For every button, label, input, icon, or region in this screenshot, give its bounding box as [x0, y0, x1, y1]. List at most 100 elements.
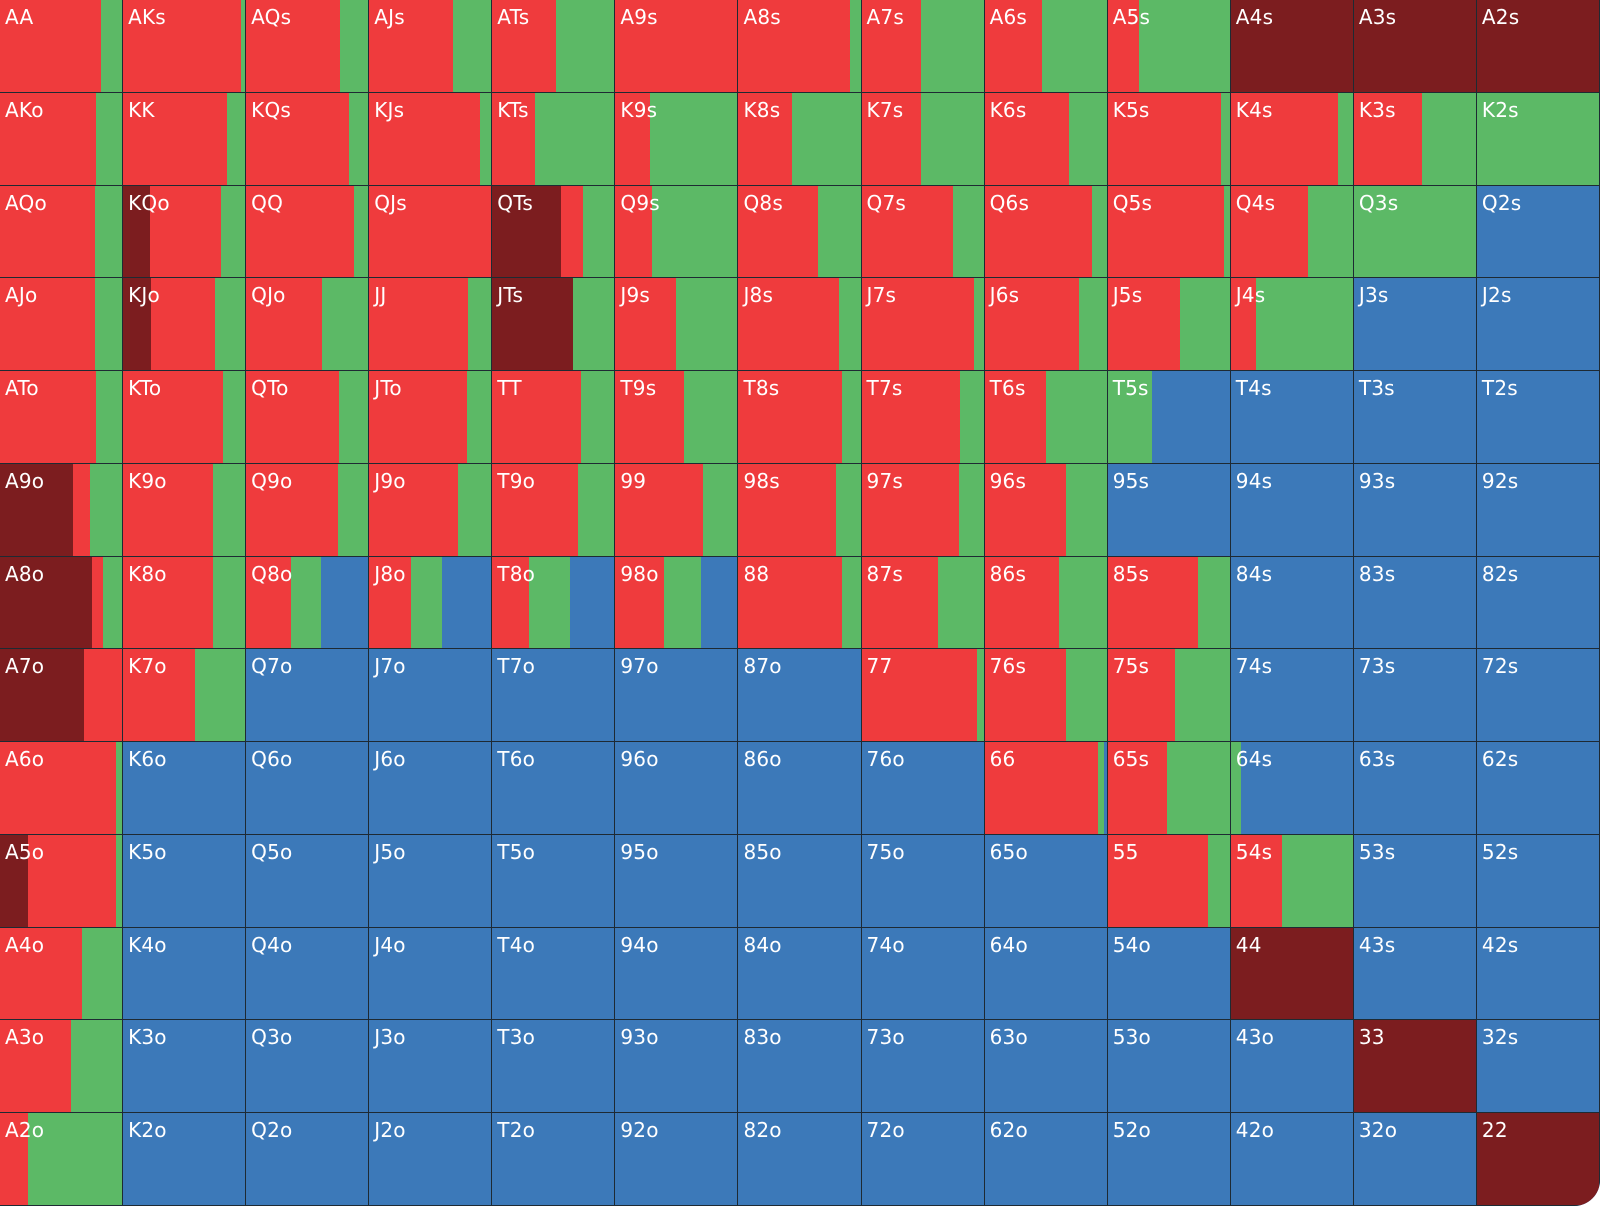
hand-cell-q8o[interactable]: Q8o — [246, 556, 370, 650]
hand-cell-65o[interactable]: 65o — [984, 834, 1108, 928]
hand-cell-ajs[interactable]: AJs — [369, 0, 493, 93]
hand-cell-t4s[interactable]: T4s — [1230, 371, 1354, 464]
hand-cell-ako[interactable]: AKo — [0, 92, 124, 186]
hand-cell-85o[interactable]: 85o — [738, 834, 862, 928]
hand-cell-q2o[interactable]: Q2o — [246, 1113, 370, 1206]
hand-cell-75o[interactable]: 75o — [861, 834, 985, 928]
hand-cell-72o[interactable]: 72o — [861, 1113, 985, 1206]
hand-cell-t5s[interactable]: T5s — [1107, 371, 1231, 464]
hand-cell-a6s[interactable]: A6s — [984, 0, 1108, 93]
hand-cell-85s[interactable]: 85s — [1107, 556, 1231, 650]
hand-cell-q2s[interactable]: Q2s — [1476, 185, 1600, 279]
hand-cell-a5o[interactable]: A5o — [0, 834, 124, 928]
hand-cell-j4o[interactable]: J4o — [369, 927, 493, 1021]
hand-cell-j9o[interactable]: J9o — [369, 463, 493, 557]
hand-cell-a4s[interactable]: A4s — [1230, 0, 1354, 93]
hand-cell-j6o[interactable]: J6o — [369, 742, 493, 835]
hand-cell-t9s[interactable]: T9s — [615, 371, 739, 464]
hand-cell-qto[interactable]: QTo — [246, 371, 370, 464]
hand-cell-a7o[interactable]: A7o — [0, 649, 124, 743]
hand-cell-qq[interactable]: QQ — [246, 185, 370, 279]
hand-cell-22[interactable]: 22 — [1476, 1113, 1600, 1206]
hand-cell-a8s[interactable]: A8s — [738, 0, 862, 93]
hand-cell-92o[interactable]: 92o — [615, 1113, 739, 1206]
hand-cell-k2s[interactable]: K2s — [1476, 92, 1600, 186]
hand-cell-q7s[interactable]: Q7s — [861, 185, 985, 279]
hand-cell-98s[interactable]: 98s — [738, 463, 862, 557]
hand-cell-q3o[interactable]: Q3o — [246, 1020, 370, 1114]
hand-cell-97s[interactable]: 97s — [861, 463, 985, 557]
hand-cell-32o[interactable]: 32o — [1353, 1113, 1477, 1206]
hand-cell-65s[interactable]: 65s — [1107, 742, 1231, 835]
hand-cell-q3s[interactable]: Q3s — [1353, 185, 1477, 279]
hand-cell-t9o[interactable]: T9o — [492, 463, 616, 557]
hand-cell-93s[interactable]: 93s — [1353, 463, 1477, 557]
hand-cell-73s[interactable]: 73s — [1353, 649, 1477, 743]
hand-cell-j4s[interactable]: J4s — [1230, 278, 1354, 372]
hand-cell-q5s[interactable]: Q5s — [1107, 185, 1231, 279]
hand-cell-a3s[interactable]: A3s — [1353, 0, 1477, 93]
hand-cell-k8o[interactable]: K8o — [123, 556, 247, 650]
hand-cell-t7o[interactable]: T7o — [492, 649, 616, 743]
hand-cell-q4o[interactable]: Q4o — [246, 927, 370, 1021]
hand-cell-44[interactable]: 44 — [1230, 927, 1354, 1021]
hand-cell-a4o[interactable]: A4o — [0, 927, 124, 1021]
hand-cell-j2s[interactable]: J2s — [1476, 278, 1600, 372]
hand-cell-96s[interactable]: 96s — [984, 463, 1108, 557]
hand-cell-k6s[interactable]: K6s — [984, 92, 1108, 186]
hand-cell-32s[interactable]: 32s — [1476, 1020, 1600, 1114]
hand-cell-77[interactable]: 77 — [861, 649, 985, 743]
hand-cell-87s[interactable]: 87s — [861, 556, 985, 650]
hand-cell-43s[interactable]: 43s — [1353, 927, 1477, 1021]
hand-cell-t8o[interactable]: T8o — [492, 556, 616, 650]
hand-cell-95o[interactable]: 95o — [615, 834, 739, 928]
hand-cell-84s[interactable]: 84s — [1230, 556, 1354, 650]
hand-cell-t6s[interactable]: T6s — [984, 371, 1108, 464]
hand-cell-j9s[interactable]: J9s — [615, 278, 739, 372]
hand-cell-33[interactable]: 33 — [1353, 1020, 1477, 1114]
hand-cell-q9s[interactable]: Q9s — [615, 185, 739, 279]
hand-cell-82o[interactable]: 82o — [738, 1113, 862, 1206]
hand-cell-ats[interactable]: ATs — [492, 0, 616, 93]
hand-cell-q5o[interactable]: Q5o — [246, 834, 370, 928]
hand-cell-k9o[interactable]: K9o — [123, 463, 247, 557]
hand-cell-qjs[interactable]: QJs — [369, 185, 493, 279]
hand-cell-64s[interactable]: 64s — [1230, 742, 1354, 835]
hand-cell-j2o[interactable]: J2o — [369, 1113, 493, 1206]
hand-cell-52o[interactable]: 52o — [1107, 1113, 1231, 1206]
hand-cell-76o[interactable]: 76o — [861, 742, 985, 835]
hand-cell-55[interactable]: 55 — [1107, 834, 1231, 928]
hand-cell-kqs[interactable]: KQs — [246, 92, 370, 186]
hand-cell-k2o[interactable]: K2o — [123, 1113, 247, 1206]
hand-cell-k7s[interactable]: K7s — [861, 92, 985, 186]
hand-cell-k5o[interactable]: K5o — [123, 834, 247, 928]
hand-cell-q8s[interactable]: Q8s — [738, 185, 862, 279]
hand-cell-jts[interactable]: JTs — [492, 278, 616, 372]
hand-cell-q7o[interactable]: Q7o — [246, 649, 370, 743]
hand-cell-t7s[interactable]: T7s — [861, 371, 985, 464]
hand-cell-qts[interactable]: QTs — [492, 185, 616, 279]
hand-cell-j6s[interactable]: J6s — [984, 278, 1108, 372]
hand-cell-k8s[interactable]: K8s — [738, 92, 862, 186]
hand-cell-84o[interactable]: 84o — [738, 927, 862, 1021]
hand-cell-43o[interactable]: 43o — [1230, 1020, 1354, 1114]
hand-cell-t3s[interactable]: T3s — [1353, 371, 1477, 464]
hand-cell-52s[interactable]: 52s — [1476, 834, 1600, 928]
hand-cell-kqo[interactable]: KQo — [123, 185, 247, 279]
hand-cell-53s[interactable]: 53s — [1353, 834, 1477, 928]
hand-cell-j8o[interactable]: J8o — [369, 556, 493, 650]
hand-cell-t6o[interactable]: T6o — [492, 742, 616, 835]
hand-cell-k3s[interactable]: K3s — [1353, 92, 1477, 186]
hand-cell-kto[interactable]: KTo — [123, 371, 247, 464]
hand-cell-66[interactable]: 66 — [984, 742, 1108, 835]
hand-cell-83o[interactable]: 83o — [738, 1020, 862, 1114]
hand-cell-q6s[interactable]: Q6s — [984, 185, 1108, 279]
hand-cell-72s[interactable]: 72s — [1476, 649, 1600, 743]
hand-cell-82s[interactable]: 82s — [1476, 556, 1600, 650]
hand-cell-a5s[interactable]: A5s — [1107, 0, 1231, 93]
hand-cell-k7o[interactable]: K7o — [123, 649, 247, 743]
hand-cell-ajo[interactable]: AJo — [0, 278, 124, 372]
hand-cell-ato[interactable]: ATo — [0, 371, 124, 464]
hand-cell-k5s[interactable]: K5s — [1107, 92, 1231, 186]
hand-cell-63o[interactable]: 63o — [984, 1020, 1108, 1114]
